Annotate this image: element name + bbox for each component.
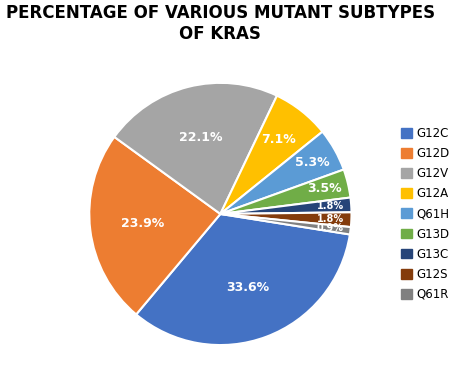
Text: 7.1%: 7.1% xyxy=(262,133,296,146)
Wedge shape xyxy=(220,170,350,214)
Wedge shape xyxy=(220,132,344,214)
Wedge shape xyxy=(220,96,322,214)
Wedge shape xyxy=(220,197,352,214)
Wedge shape xyxy=(114,83,277,214)
Legend: G12C, G12D, G12V, G12A, Q61H, G13D, G13C, G12S, Q61R: G12C, G12D, G12V, G12A, Q61H, G13D, G13C… xyxy=(397,122,455,306)
Text: 23.9%: 23.9% xyxy=(121,217,164,230)
Text: 0.9%: 0.9% xyxy=(316,223,343,233)
Text: 1.8%: 1.8% xyxy=(317,201,344,211)
Text: 1.8%: 1.8% xyxy=(317,214,344,224)
Wedge shape xyxy=(220,212,352,227)
Wedge shape xyxy=(136,214,350,345)
Text: 3.5%: 3.5% xyxy=(308,182,342,195)
Text: 22.1%: 22.1% xyxy=(179,131,223,144)
Wedge shape xyxy=(89,137,220,314)
Text: 33.6%: 33.6% xyxy=(227,281,270,294)
Text: 5.3%: 5.3% xyxy=(294,156,329,169)
Wedge shape xyxy=(220,214,351,235)
Title: PERCENTAGE OF VARIOUS MUTANT SUBTYPES
OF KRAS: PERCENTAGE OF VARIOUS MUTANT SUBTYPES OF… xyxy=(6,4,435,43)
